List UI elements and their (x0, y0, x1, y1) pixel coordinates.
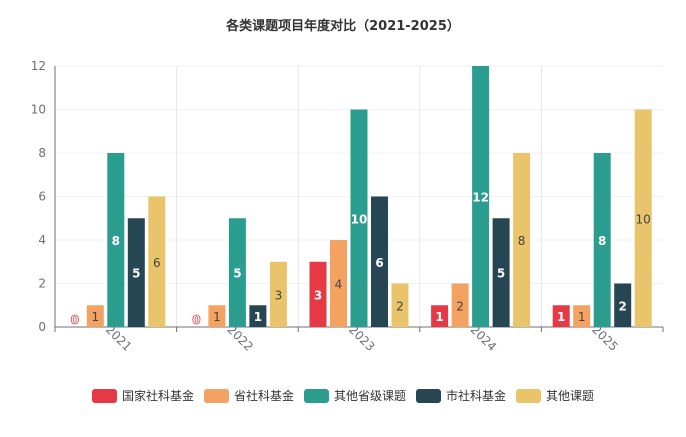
bar-国家社科基金 (431, 305, 449, 327)
bar-value-label: 1 (557, 310, 565, 324)
bar-value-label: 0 (71, 313, 79, 327)
bar-value-label: 2 (456, 299, 464, 313)
legend-item[interactable]: 其他课题 (516, 387, 594, 404)
y-tick-label: 4 (38, 233, 46, 247)
bar-省社科基金 (573, 305, 591, 327)
bar-value-label: 1 (578, 310, 586, 324)
bar-其他课题 (269, 261, 287, 327)
bar-value-label: 4 (335, 278, 343, 292)
bar-value-label: 8 (112, 234, 120, 248)
bar-其他省级课题 (107, 153, 125, 327)
bar-市社科基金 (371, 196, 388, 327)
bar-value-label: 1 (435, 310, 443, 324)
legend-item[interactable]: 国家社科基金 (91, 387, 194, 404)
bar-value-label: 3 (275, 288, 283, 302)
bar-value-label: 2 (396, 299, 404, 313)
legend-label: 市社科基金 (446, 389, 507, 403)
bar-value-label: 6 (153, 256, 161, 270)
bar-国家社科基金 (309, 261, 327, 327)
bar-市社科基金 (492, 218, 510, 327)
bar-value-label: 3 (314, 288, 322, 302)
bar-value-label: 1 (254, 310, 262, 324)
bar-市社科基金 (249, 305, 267, 327)
bar-其他课题 (513, 153, 531, 327)
bar-其他省级课题 (228, 218, 246, 327)
bar-其他省级课题 (472, 66, 490, 327)
legend-label: 省社科基金 (233, 389, 294, 403)
legend-label: 国家社科基金 (121, 389, 194, 403)
legend-swatch (203, 388, 229, 403)
bar-省社科基金 (330, 240, 347, 327)
bar-其他课题 (148, 196, 166, 327)
bar-市社科基金 (614, 283, 632, 327)
y-tick-label: 0 (38, 320, 46, 334)
legend-label: 其他省级课题 (333, 389, 406, 403)
bar-value-label: 10 (351, 212, 368, 226)
legend-item[interactable]: 其他省级课题 (303, 387, 406, 404)
bar-其他课题 (391, 283, 409, 327)
bar-value-label: 5 (132, 267, 140, 281)
bar-value-label: 12 (472, 191, 489, 205)
bar-value-label: 10 (636, 212, 651, 226)
bar-省社科基金 (451, 283, 469, 327)
legend-item[interactable]: 省社科基金 (203, 387, 294, 404)
y-tick-label: 2 (38, 277, 46, 291)
bar-value-label: 8 (518, 234, 526, 248)
legend-swatch (303, 388, 329, 403)
y-tick-label: 12 (31, 59, 46, 73)
legend-label: 其他课题 (546, 389, 595, 403)
bar-value-label: 6 (375, 256, 383, 270)
bar-其他课题 (634, 109, 652, 327)
bar-省社科基金 (86, 305, 104, 327)
bar-value-label: 1 (213, 310, 221, 324)
bar-value-label: 8 (598, 234, 606, 248)
bar-省社科基金 (208, 305, 226, 327)
bar-value-label: 0 (192, 313, 200, 327)
legend: 国家社科基金 省社科基金 其他省级课题 市社科基金 其他课题 (0, 387, 686, 404)
bar-value-label: 2 (619, 299, 627, 313)
bar-value-label: 5 (497, 267, 505, 281)
legend-swatch (516, 388, 542, 403)
y-tick-label: 10 (31, 103, 46, 117)
bar-国家社科基金 (552, 305, 570, 327)
bar-value-label: 1 (91, 310, 99, 324)
bar-其他省级课题 (593, 153, 611, 327)
bar-value-label: 5 (233, 267, 241, 281)
y-tick-label: 8 (38, 146, 46, 160)
y-tick-label: 6 (38, 190, 46, 204)
bar-市社科基金 (127, 218, 145, 327)
legend-swatch (416, 388, 441, 403)
chart-title: 各类课题项目年度对比（2021-2025） (226, 19, 460, 34)
bar-其他省级课题 (350, 109, 368, 327)
legend-swatch (91, 388, 117, 403)
legend-item[interactable]: 市社科基金 (416, 387, 506, 404)
